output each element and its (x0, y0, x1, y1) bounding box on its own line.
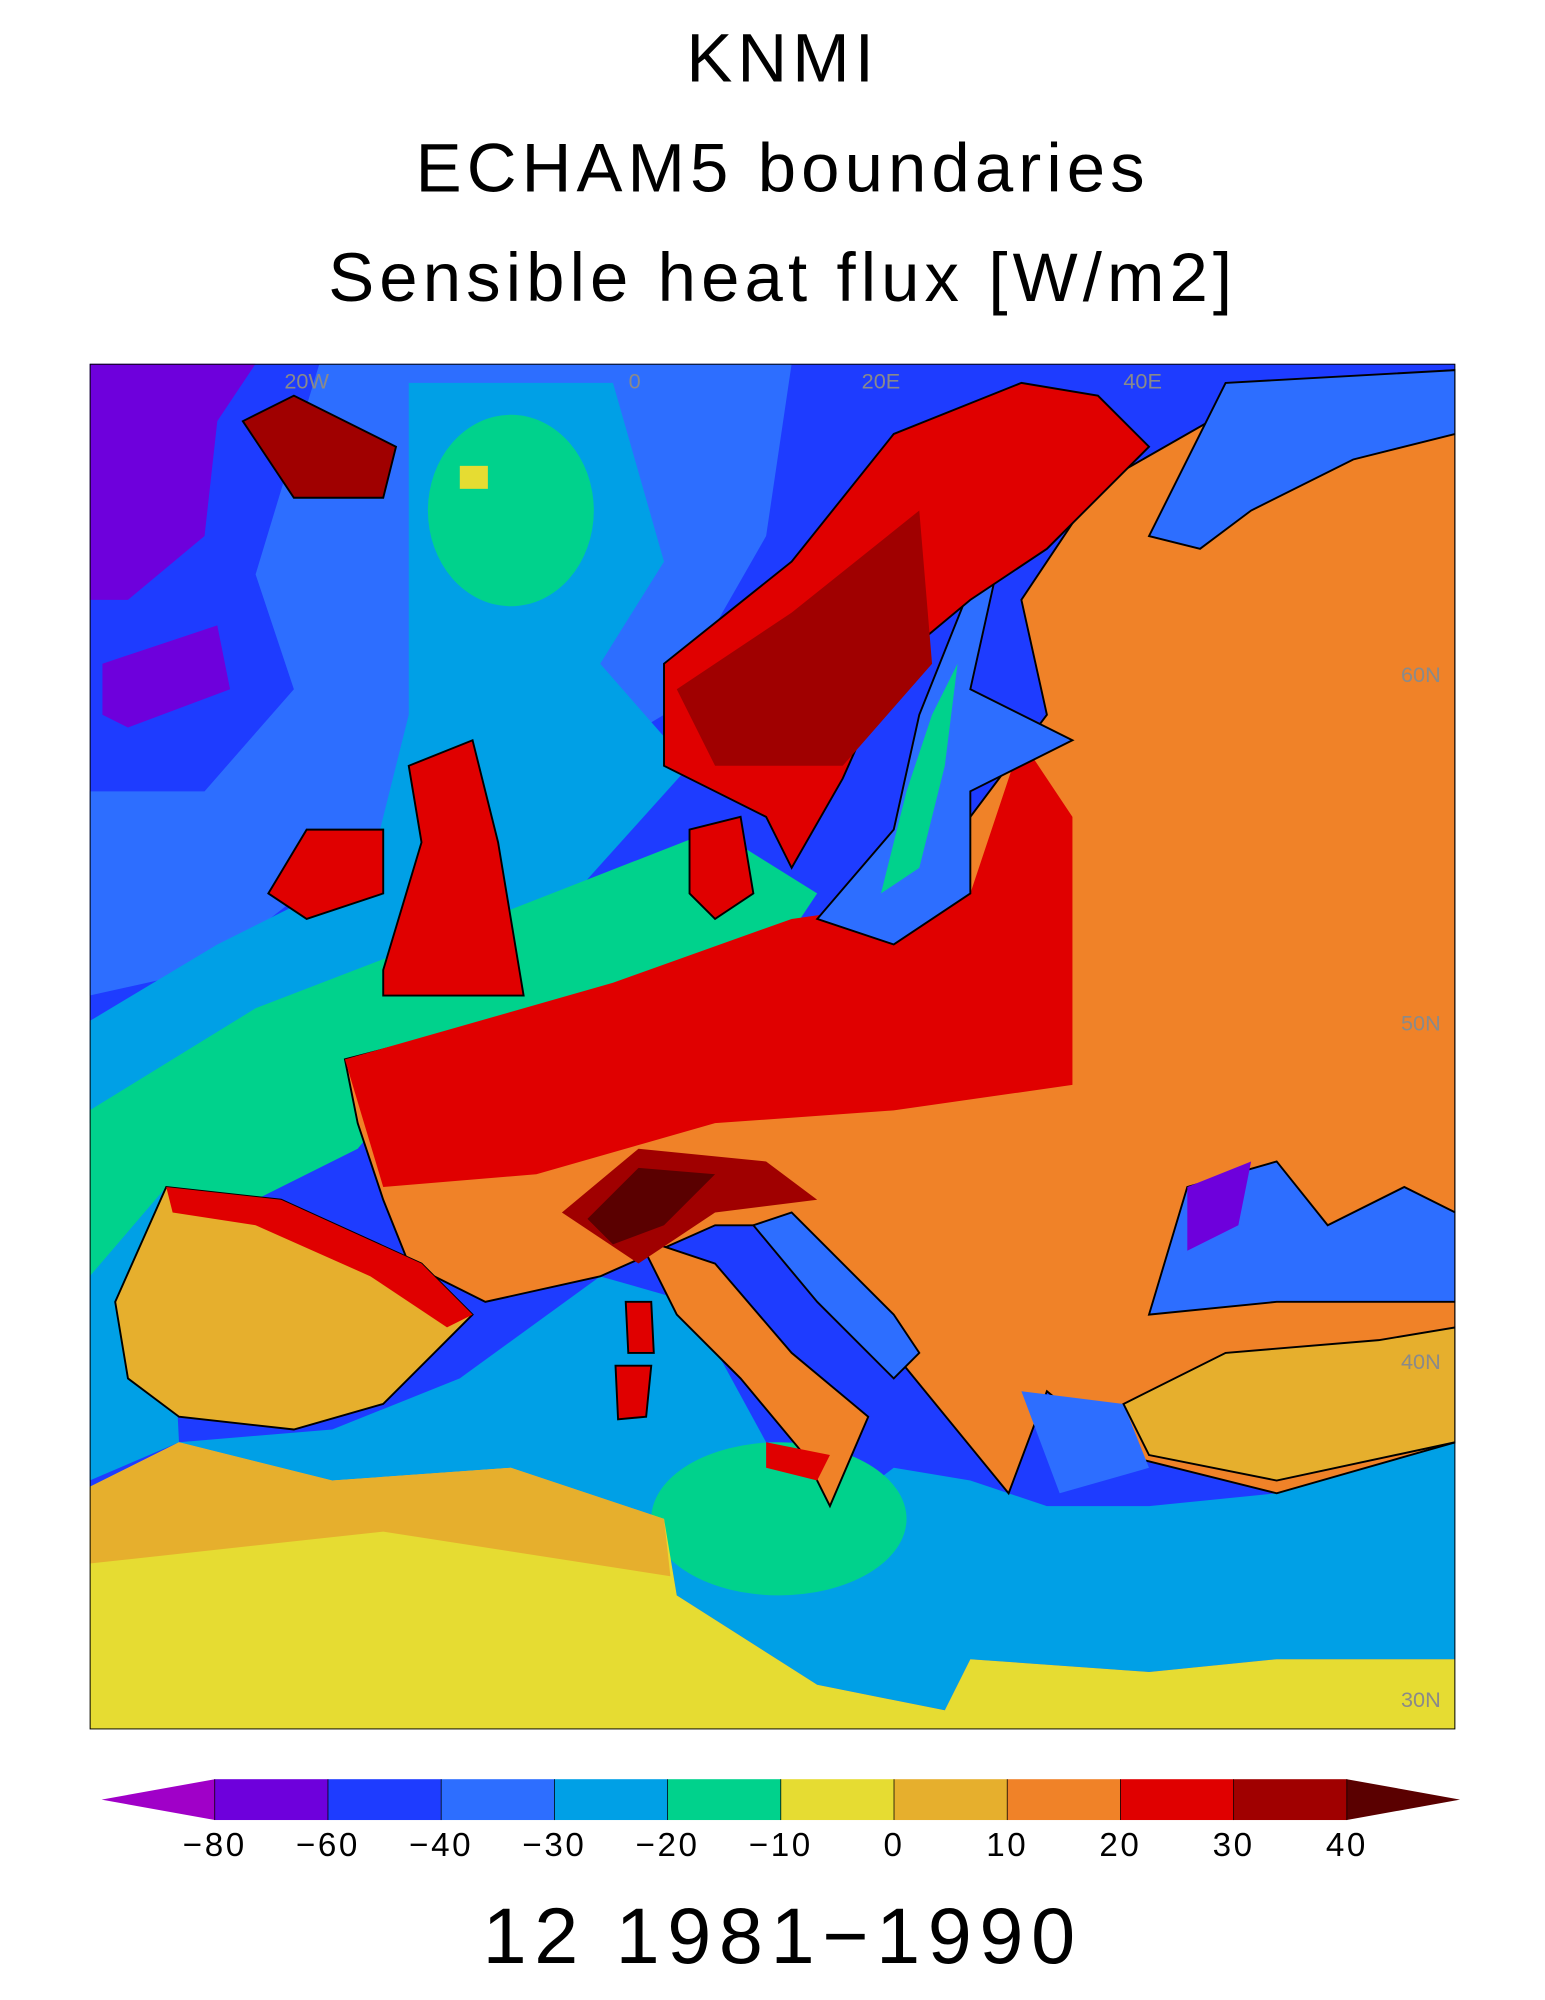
colorbar-box (327, 1779, 442, 1821)
colorbar-tick-label: −10 (749, 1827, 813, 1864)
lat-label: 30N (1401, 1687, 1441, 1712)
lat-label: 40N (1401, 1349, 1441, 1374)
colorbar-tick-label: −20 (636, 1827, 700, 1864)
title-line: Sensible heat flux [W/m2] (328, 239, 1237, 316)
colorbar-tick-label: −60 (296, 1827, 360, 1864)
colorbar-extend (1346, 1779, 1461, 1821)
colorbar-box (1120, 1779, 1234, 1821)
colorbar-box (667, 1779, 781, 1821)
colorbar-box (554, 1779, 668, 1821)
colorbar-tick-label: 20 (1099, 1827, 1141, 1864)
footer: 12 1981−1990 (483, 1891, 1083, 1980)
colorbar-box (894, 1779, 1008, 1821)
colorbar-tick-label: 0 (883, 1827, 904, 1864)
lon-label: 20W (284, 369, 329, 394)
title-line: KNMI (686, 20, 879, 97)
colorbar-extend (101, 1779, 215, 1821)
colorbar-tick-label: −40 (409, 1827, 473, 1864)
title-line: ECHAM5 boundaries (416, 129, 1150, 206)
lat-label: 60N (1401, 662, 1441, 687)
colorbar-tick-label: −80 (183, 1827, 247, 1864)
colorbar-tick-label: −30 (522, 1827, 586, 1864)
colorbar-box (214, 1779, 328, 1821)
lat-label: 50N (1401, 1011, 1441, 1036)
colorbar-tick-label: 40 (1326, 1827, 1368, 1864)
colorbar-box (1007, 1779, 1121, 1821)
colorbar-tick-label: 10 (986, 1827, 1028, 1864)
lon-label: 0 (629, 369, 641, 394)
lon-label: 40E (1123, 369, 1162, 394)
lon-label: 20E (862, 369, 901, 394)
map (89, 363, 1456, 1730)
colorbar-box (441, 1779, 555, 1821)
colorbar-box (780, 1779, 895, 1821)
colorbar-box (1233, 1779, 1347, 1821)
colorbar-tick-label: 30 (1213, 1827, 1255, 1864)
